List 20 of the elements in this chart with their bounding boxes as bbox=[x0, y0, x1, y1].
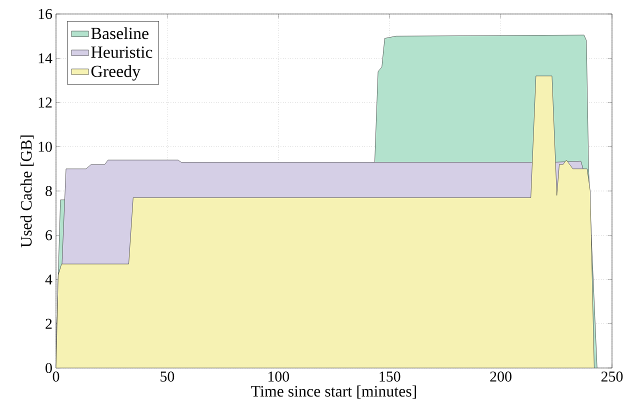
y-tick-label: 0 bbox=[46, 362, 52, 374]
x-tick-label: 50 bbox=[160, 372, 174, 382]
y-tick-label: 6 bbox=[46, 230, 52, 240]
legend-label: Greedy bbox=[91, 65, 140, 81]
legend-label: Baseline bbox=[91, 27, 148, 40]
y-tick-label: 12 bbox=[38, 98, 52, 108]
x-axis-title: Time since start [minutes] bbox=[251, 385, 416, 399]
y-tick-label: 4 bbox=[45, 274, 52, 284]
x-tick-label: 0 bbox=[52, 372, 60, 382]
y-axis-title: Used Cache [GB] bbox=[20, 136, 34, 248]
y-tick-label: 10 bbox=[38, 142, 52, 152]
x-tick-label: 150 bbox=[380, 372, 400, 382]
y-tick-label: 16 bbox=[38, 8, 52, 20]
y-tick-label: 2 bbox=[46, 318, 52, 329]
legend-label: Heuristic bbox=[91, 46, 152, 58]
x-tick-label: 200 bbox=[490, 372, 512, 382]
y-tick-label: 14 bbox=[38, 53, 52, 64]
x-tick-label: 100 bbox=[268, 372, 290, 382]
y-tick-label: 8 bbox=[46, 186, 52, 196]
x-tick-label: 250 bbox=[601, 372, 623, 382]
